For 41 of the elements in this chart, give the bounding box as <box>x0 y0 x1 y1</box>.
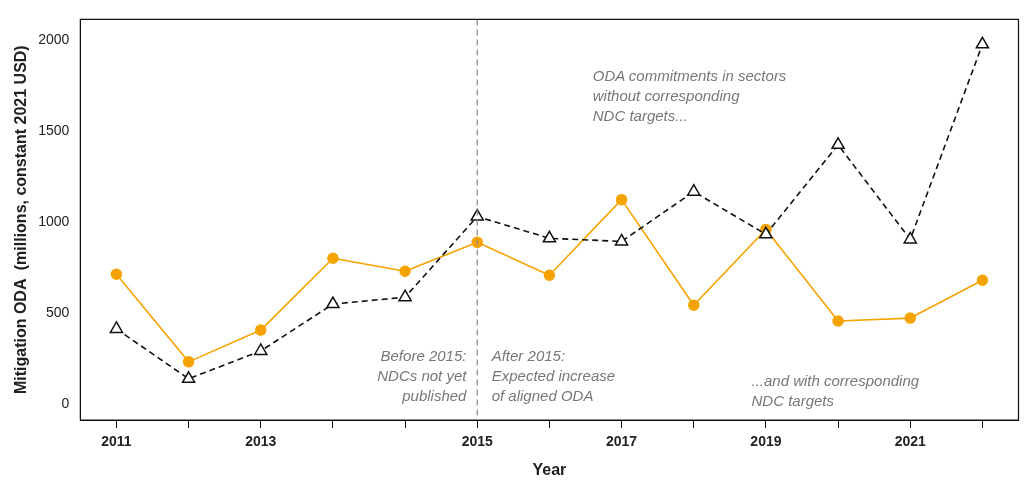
x-axis-title: Year <box>532 460 567 478</box>
point <box>253 343 268 356</box>
y-tick-label: 1500 <box>38 121 70 138</box>
point <box>615 193 628 206</box>
point <box>686 183 701 196</box>
point <box>976 274 989 287</box>
annotation: ...and with corresponding NDC targets <box>751 372 920 410</box>
annotation: Before 2015: NDCs not yet published <box>377 346 468 404</box>
point <box>327 252 339 265</box>
x-tick-label: 2021 <box>894 433 927 450</box>
x-tick-label: 2015 <box>461 433 494 450</box>
point <box>614 233 629 246</box>
x-tick-label: 2017 <box>606 433 638 450</box>
point <box>255 324 267 336</box>
point <box>182 356 195 368</box>
x-tick-label: 2011 <box>101 433 132 450</box>
y-tick-label: 0 <box>61 394 70 411</box>
point <box>181 371 196 384</box>
x-tick-label: 2013 <box>245 433 277 450</box>
point <box>543 269 556 281</box>
point <box>903 231 918 244</box>
point <box>688 299 700 311</box>
annotation: ODA commitments in sectors without corresponding NDC targets... <box>592 67 787 125</box>
point <box>398 289 412 302</box>
point <box>542 230 557 243</box>
y-tick-label: 1000 <box>38 212 70 229</box>
point <box>904 312 916 324</box>
point <box>831 137 845 150</box>
point <box>470 208 485 221</box>
point <box>975 36 990 49</box>
y-tick-label: 500 <box>45 303 70 320</box>
y-tick-label: 2000 <box>38 31 70 48</box>
point <box>832 315 844 327</box>
point <box>471 236 484 249</box>
y-axis-title: Mitigation ODA (millions, constant 2021 USD) <box>12 45 30 395</box>
point <box>110 268 123 281</box>
point <box>326 296 340 309</box>
point <box>399 265 411 277</box>
point <box>109 321 124 334</box>
x-tick-label: 2019 <box>750 433 782 450</box>
annotation: After 2015: Expected increase of aligned ODA <box>490 346 616 404</box>
